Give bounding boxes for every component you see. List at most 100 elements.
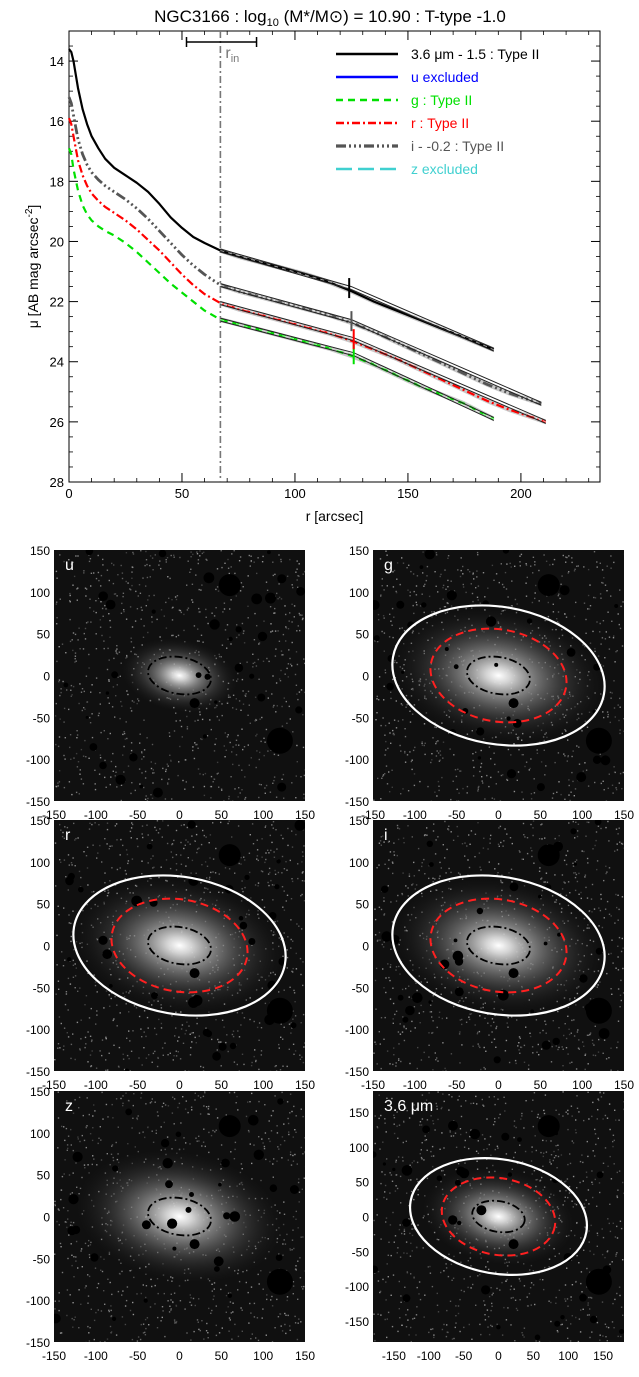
noise [421, 865, 423, 868]
panel-y-tick-label: 150 [349, 814, 369, 828]
noise [264, 1132, 267, 1134]
noise [386, 783, 389, 785]
noise [255, 1059, 257, 1062]
noise [112, 752, 114, 755]
noise [287, 1314, 289, 1317]
panel-y-tick-label: 100 [349, 856, 369, 870]
noise [384, 863, 386, 865]
noise [438, 1016, 440, 1018]
noise [233, 1061, 236, 1063]
noise [253, 639, 256, 641]
noise [132, 551, 134, 554]
noise [268, 852, 270, 854]
noise [380, 836, 382, 838]
noise [253, 1144, 255, 1146]
noise [615, 788, 618, 791]
noise [617, 956, 619, 958]
noise [141, 609, 143, 611]
mask-hole [85, 550, 94, 556]
noise [96, 1010, 98, 1012]
noise [576, 835, 579, 838]
noise [248, 1131, 250, 1133]
mask-hole [221, 1158, 230, 1168]
noise [582, 1041, 584, 1043]
noise [156, 618, 158, 621]
noise [243, 746, 246, 748]
noise [297, 1227, 299, 1229]
noise [553, 558, 556, 561]
noise [282, 633, 285, 636]
noise [558, 781, 560, 783]
break-ellipse [110, 897, 249, 994]
noise [181, 736, 183, 738]
noise [220, 1065, 222, 1067]
noise [71, 931, 73, 933]
noise [279, 1144, 282, 1146]
noise [498, 845, 500, 847]
noise [274, 612, 276, 614]
legend-entry: u excluded [411, 69, 479, 85]
noise [62, 1207, 65, 1209]
mask-hole [129, 753, 138, 762]
panel-y-tick-label: 100 [30, 856, 50, 870]
noise [269, 834, 271, 837]
noise [561, 874, 564, 876]
noise [424, 873, 426, 875]
noise [238, 764, 240, 767]
noise [572, 780, 574, 783]
noise [255, 1110, 257, 1112]
noise [91, 736, 94, 739]
noise [239, 556, 242, 558]
noise [172, 634, 174, 637]
panel-x-tick-label: -50 [129, 808, 147, 822]
noise [374, 640, 376, 642]
noise [412, 883, 414, 885]
noise [497, 872, 499, 874]
noise [230, 776, 232, 778]
noise [143, 749, 146, 751]
noise [166, 842, 169, 845]
noise [67, 1147, 69, 1150]
noise [235, 595, 237, 597]
noise [95, 648, 98, 650]
noise [575, 821, 577, 823]
noise [125, 1092, 127, 1094]
noise [81, 1176, 83, 1179]
noise [406, 703, 408, 706]
noise [535, 584, 537, 587]
noise [56, 617, 58, 619]
noise [474, 833, 477, 835]
y-tick-label: 16 [50, 114, 64, 129]
noise [561, 888, 564, 890]
noise [261, 561, 264, 563]
noise [104, 890, 106, 892]
noise [123, 732, 126, 735]
panel-label: r [65, 827, 71, 844]
noise [238, 634, 240, 636]
x-tick-label: 150 [397, 486, 419, 501]
noise [100, 1310, 103, 1312]
mask-hole [195, 672, 202, 678]
noise [149, 576, 151, 578]
noise [268, 867, 271, 870]
noise [99, 1126, 101, 1128]
noise [224, 562, 226, 564]
noise [599, 631, 601, 633]
noise [58, 914, 60, 916]
noise [166, 557, 169, 559]
noise [108, 613, 110, 615]
noise [560, 583, 562, 585]
noise [252, 666, 254, 668]
noise [301, 1188, 303, 1190]
noise [299, 629, 301, 632]
noise [72, 584, 74, 586]
noise [605, 872, 607, 875]
noise [260, 1050, 263, 1052]
panel-x-tick-label: 50 [215, 1078, 229, 1092]
noise [593, 908, 596, 910]
noise [288, 620, 290, 622]
noise [225, 749, 227, 751]
noise [294, 1015, 297, 1017]
noise [434, 1052, 436, 1054]
noise [83, 707, 85, 709]
